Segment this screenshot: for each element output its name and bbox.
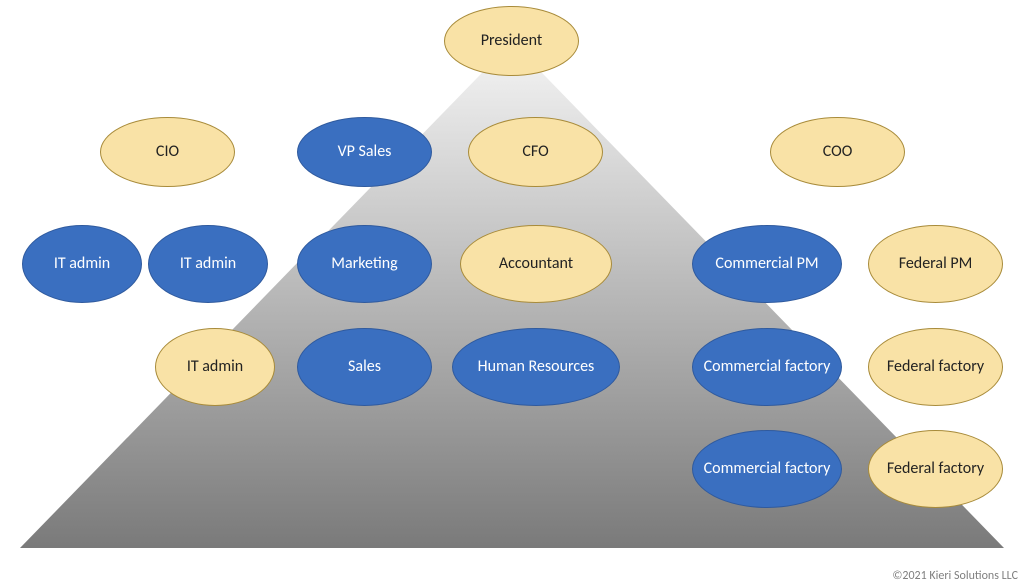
node-federal-factory-2: Federal factory xyxy=(868,430,1003,508)
node-commercial-factory-1: Commercial factory xyxy=(692,328,842,406)
node-label: IT admin xyxy=(187,358,243,376)
node-it-admin-1: IT admin xyxy=(22,225,142,303)
node-label: CFO xyxy=(522,143,548,161)
node-federal-factory-1: Federal factory xyxy=(868,328,1003,406)
node-label: IT admin xyxy=(180,255,236,273)
node-commercial-factory-2: Commercial factory xyxy=(692,430,842,508)
node-it-admin-3: IT admin xyxy=(155,328,275,406)
node-cio: CIO xyxy=(100,117,235,187)
node-label: Marketing xyxy=(331,255,397,273)
node-label: VP Sales xyxy=(338,143,392,161)
node-vp-sales: VP Sales xyxy=(297,117,432,187)
node-label: COO xyxy=(823,143,853,161)
node-label: IT admin xyxy=(54,255,110,273)
node-commercial-pm: Commercial PM xyxy=(692,225,842,303)
node-label: Human Resources xyxy=(478,358,595,376)
node-label: Commercial PM xyxy=(715,255,818,273)
node-label: Federal factory xyxy=(887,358,984,376)
node-label: Sales xyxy=(348,358,381,376)
node-label: Accountant xyxy=(499,255,573,273)
copyright-text: ©2021 Kieri Solutions LLC xyxy=(892,569,1018,583)
node-marketing: Marketing xyxy=(297,225,432,303)
node-sales: Sales xyxy=(297,328,432,406)
node-label: Commercial factory xyxy=(704,358,831,376)
node-coo: COO xyxy=(770,117,905,187)
org-pyramid-diagram: President CIO VP Sales CFO COO IT admin IT adm… xyxy=(0,0,1024,585)
node-human-resources: Human Resources xyxy=(452,328,620,406)
node-label: Commercial factory xyxy=(704,460,831,478)
node-it-admin-2: IT admin xyxy=(148,225,268,303)
node-president: President xyxy=(444,6,579,76)
node-label: Federal PM xyxy=(899,255,973,273)
node-label: CIO xyxy=(156,143,179,161)
node-label: President xyxy=(481,32,543,50)
node-cfo: CFO xyxy=(468,117,603,187)
node-label: Federal factory xyxy=(887,460,984,478)
node-accountant: Accountant xyxy=(460,225,612,303)
node-federal-pm: Federal PM xyxy=(868,225,1003,303)
